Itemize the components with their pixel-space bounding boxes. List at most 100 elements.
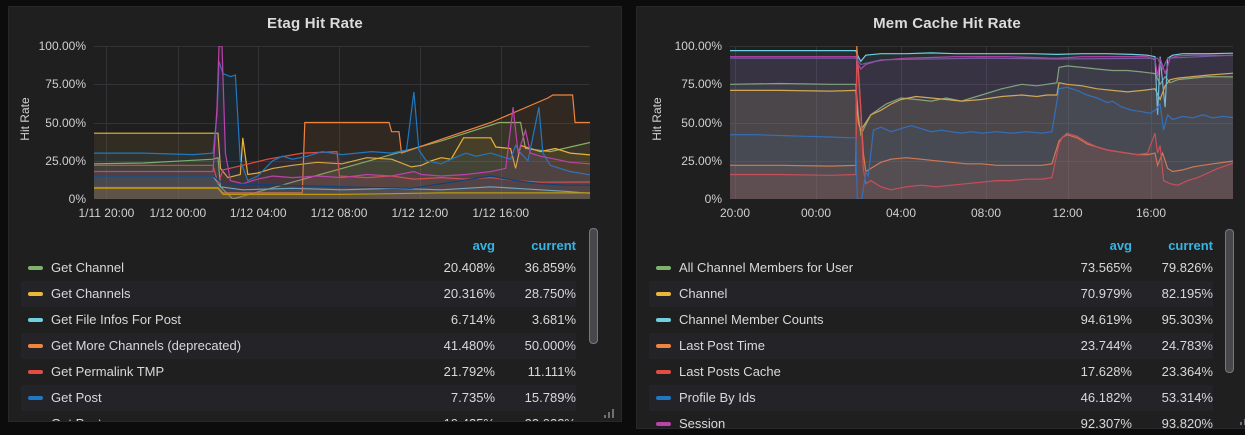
legend-row[interactable]: Get More Channels (deprecated) 41.480% 50.… xyxy=(21,333,576,359)
legend-row[interactable]: Get Channels 20.316% 28.750% xyxy=(21,281,576,307)
chart-plot-area[interactable] xyxy=(730,46,1233,199)
series-line xyxy=(730,72,1233,132)
chart-plot-area[interactable] xyxy=(94,46,590,199)
legend-row[interactable]: Get Posts19.425%23.022% xyxy=(21,411,576,421)
legend-row[interactable]: Get Channel 20.408% 36.859% xyxy=(21,255,576,281)
series-label[interactable]: Get More Channels (deprecated) xyxy=(51,338,242,353)
legend-table: avg current Get Channel 20.408% 36.859% Get… xyxy=(21,237,576,421)
series-color-swatch[interactable] xyxy=(28,292,43,296)
series-current-value: 23.022% xyxy=(495,411,576,421)
x-tick-label: 16:00 xyxy=(1135,206,1167,220)
legend-header-avg[interactable]: avg xyxy=(1109,238,1132,253)
y-tick-label: 100.00% xyxy=(38,39,86,53)
legend-header: avg current xyxy=(649,237,1213,255)
series-line xyxy=(94,61,590,182)
series-current-value: 3.681% xyxy=(531,312,576,327)
series-current-value: 15.789% xyxy=(524,390,576,405)
legend-row[interactable]: Last Posts Cache 17.628% 23.364% xyxy=(649,359,1213,385)
legend-row[interactable]: Get Post 7.735% 15.789% xyxy=(21,385,576,411)
y-tick-label: 0% xyxy=(68,192,86,206)
series-label[interactable]: Get Post xyxy=(51,390,102,405)
panel-mem-cache-hit-rate: Mem Cache Hit Rate Hit Rate avg current … xyxy=(636,6,1245,429)
x-tick-label: 1/12 04:00 xyxy=(229,206,287,220)
legend-rows: Get Channel 20.408% 36.859% Get Channels 20.… xyxy=(21,255,576,421)
series-color-swatch[interactable] xyxy=(28,370,43,374)
series-avg-value: 73.565% xyxy=(1080,260,1132,275)
panel-title[interactable]: Mem Cache Hit Rate xyxy=(873,15,1021,32)
series-label[interactable]: Get File Infos For Post xyxy=(51,312,182,327)
series-color-swatch[interactable] xyxy=(656,422,671,426)
panel-resize-handle[interactable] xyxy=(1240,415,1245,425)
legend-header-current[interactable]: current xyxy=(1168,238,1213,253)
series-fill xyxy=(94,176,590,199)
panel-title[interactable]: Etag Hit Rate xyxy=(267,15,363,32)
legend-row[interactable]: Channel 70.979% 82.195% xyxy=(649,281,1213,307)
panel-resize-handle[interactable] xyxy=(604,408,617,418)
series-color-swatch[interactable] xyxy=(656,318,671,322)
series-avg-value: 94.619% xyxy=(1080,312,1132,327)
y-tick-label: 75.00% xyxy=(45,77,86,92)
legend-header: avg current xyxy=(21,237,576,255)
series-label[interactable]: Get Channels xyxy=(51,286,131,301)
series-current-value: 79.826% xyxy=(1161,260,1213,275)
series-line xyxy=(94,46,590,185)
legend-rows: All Channel Members for User 73.565% 79.82… xyxy=(649,255,1213,429)
series-current-value: 28.750% xyxy=(524,286,576,301)
legend-row[interactable]: All Channel Members for User 73.565% 79.82… xyxy=(649,255,1213,281)
legend-row[interactable]: Channel Member Counts 94.619% 95.303% xyxy=(649,307,1213,333)
series-current-value: 24.783% xyxy=(1161,338,1213,353)
x-tick-label: 08:00 xyxy=(971,206,1002,220)
series-fill xyxy=(730,53,1233,199)
series-label[interactable]: Get Posts xyxy=(51,411,405,421)
series-color-swatch[interactable] xyxy=(656,292,671,296)
series-label[interactable]: Channel xyxy=(679,286,728,301)
series-color-swatch[interactable] xyxy=(656,266,671,270)
legend-scrollbar[interactable] xyxy=(1225,229,1234,373)
legend-header-spacer xyxy=(649,237,1042,255)
series-avg-value: 20.316% xyxy=(443,286,495,301)
series-color-swatch[interactable] xyxy=(656,370,671,374)
legend-scrollbar[interactable] xyxy=(589,228,598,344)
series-line xyxy=(94,187,590,195)
legend-row[interactable]: Get File Infos For Post 6.714% 3.681% xyxy=(21,307,576,333)
series-color-swatch[interactable] xyxy=(28,318,43,322)
series-avg-value: 41.480% xyxy=(443,338,495,353)
legend-row[interactable]: Last Post Time 23.744% 24.783% xyxy=(649,333,1213,359)
series-label[interactable]: Last Posts Cache xyxy=(679,364,781,379)
series-label[interactable]: Session xyxy=(679,416,726,429)
series-label[interactable]: Profile By Ids xyxy=(679,390,756,405)
legend-header-avg[interactable]: avg xyxy=(472,238,495,253)
series-line xyxy=(730,50,1233,115)
series-current-value: 50.000% xyxy=(524,338,576,353)
series-label[interactable]: Last Post Time xyxy=(679,338,765,353)
legend-row[interactable]: Get Permalink TMP 21.792% 11.111% xyxy=(21,359,576,385)
legend-row[interactable]: Session 92.307% 93.820% xyxy=(649,411,1213,429)
x-tick-label: 04:00 xyxy=(886,206,917,220)
legend-header-current[interactable]: current xyxy=(531,238,576,253)
series-color-swatch[interactable] xyxy=(28,344,43,348)
series-label[interactable]: Get Permalink TMP xyxy=(51,364,165,379)
series-color-swatch[interactable] xyxy=(28,266,43,270)
x-tick-label: 20:00 xyxy=(720,206,751,220)
series-current-value: 36.859% xyxy=(524,260,576,275)
legend-row[interactable]: Profile By Ids 46.182% 53.314% xyxy=(649,385,1213,411)
series-color-swatch[interactable] xyxy=(656,344,671,348)
y-tick-label: 25.00% xyxy=(45,153,86,168)
series-color-swatch[interactable] xyxy=(656,396,671,400)
series-avg-value: 17.628% xyxy=(1080,364,1132,379)
x-tick-label: 1/12 08:00 xyxy=(310,206,368,220)
y-tick-label: 25.00% xyxy=(681,153,722,168)
series-label[interactable]: Get Channel xyxy=(51,260,124,275)
series-label[interactable]: Channel Member Counts xyxy=(679,312,824,327)
legend-header-spacer xyxy=(21,237,405,255)
series-line xyxy=(94,94,590,194)
series-label[interactable]: All Channel Members for User xyxy=(679,260,854,275)
y-tick-label: 0% xyxy=(704,192,722,206)
series-current-value: 53.314% xyxy=(1161,390,1213,405)
x-tick-label: 1/12 16:00 xyxy=(472,206,530,220)
series-current-value: 93.820% xyxy=(1161,416,1213,429)
series-current-value: 82.195% xyxy=(1161,286,1213,301)
x-tick-label: 1/12 12:00 xyxy=(391,206,449,220)
series-color-swatch[interactable] xyxy=(28,396,43,400)
y-tick-label: 100.00% xyxy=(674,39,722,53)
